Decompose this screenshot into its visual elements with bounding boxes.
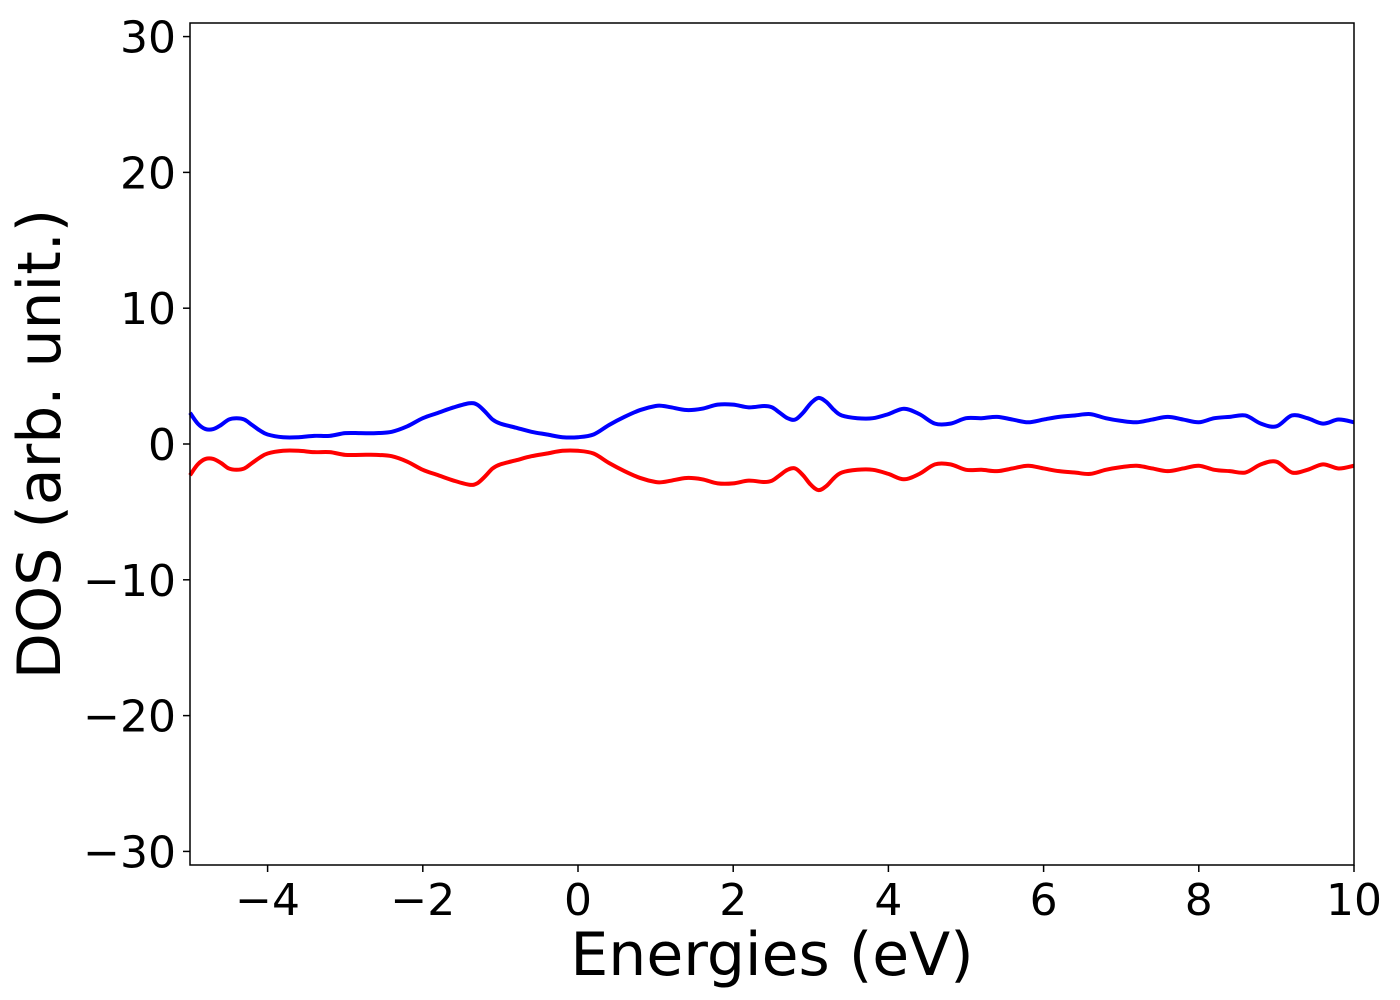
y-tick-label: −10 [83, 556, 176, 607]
series-line-red [188, 448, 1355, 493]
x-tick-label: −4 [235, 875, 300, 926]
x-tick-label: 8 [1185, 875, 1213, 926]
y-tick-label: −20 [83, 692, 176, 743]
y-tick-label: 20 [120, 148, 176, 199]
y-tick-label: 30 [120, 13, 176, 64]
x-axis-ticks: −4 −2 0 2 4 6 8 10 [235, 865, 1382, 926]
series-layer [188, 395, 1355, 493]
x-tick-label: 10 [1326, 875, 1382, 926]
y-tick-label: −30 [83, 827, 176, 878]
x-tick-label: 4 [874, 875, 902, 926]
x-tick-label: 0 [564, 875, 592, 926]
x-tick-label: 2 [719, 875, 747, 926]
series-line-blue [188, 395, 1355, 440]
x-axis-label: Energies (eV) [570, 920, 973, 990]
x-tick-label: −2 [390, 875, 455, 926]
x-tick-label: 6 [1030, 875, 1058, 926]
y-axis-ticks: −30 −20 −10 0 10 20 30 [83, 13, 190, 878]
y-tick-label: 0 [148, 420, 176, 471]
y-axis-label: DOS (arb. unit.) [5, 209, 75, 679]
y-tick-label: 10 [120, 284, 176, 335]
